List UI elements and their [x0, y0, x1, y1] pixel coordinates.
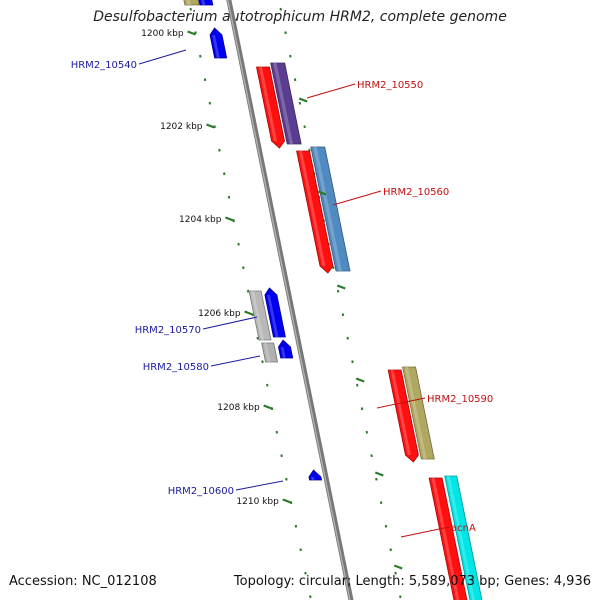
feature-hrm2-10580-body [278, 339, 294, 359]
feature-hrm2-10570 [264, 287, 286, 338]
feature-grey [261, 342, 279, 363]
feature-hrm2-10590-shine [404, 367, 427, 459]
ruler-major-tick [244, 310, 253, 316]
feature-grey [248, 290, 272, 341]
feature-cds-red [387, 369, 419, 463]
gene-labels: HRM2_10540 HRM2_10550 HRM2_10560 HRM2_10570… [71, 49, 493, 538]
ruler-major-tick [298, 97, 308, 103]
feature-cds-red [256, 66, 285, 149]
feature-hrm2-10600-shine [311, 477, 315, 480]
ruler-labels: 1200 kbp 1202 kbp 1204 kbp 1206 kbp 1208 kbp… [141, 29, 403, 570]
feature-hrm2-10590 [402, 366, 435, 460]
feature-hrm2-10600 [308, 469, 323, 481]
tick-dots [189, 7, 402, 599]
feature-acna [444, 475, 483, 600]
feature-cds-red [296, 150, 334, 274]
ruler-major-tick [187, 30, 196, 36]
ruler-label: 1210 kbp [236, 497, 279, 507]
genome-title: Desulfobacterium autotrophicum HRM2, com… [93, 9, 507, 25]
gene-label: HRM2_10550 [357, 80, 423, 91]
gene-leader-line [332, 190, 382, 206]
accession-label: Accession: NC_012108 [9, 574, 157, 589]
ruler-major-tick [374, 471, 384, 477]
feature-hrm2-10580 [278, 339, 294, 359]
feature-top-partial [183, 0, 200, 6]
gene-leader-line [138, 49, 187, 65]
ruler-major-tick [263, 404, 273, 410]
ruler-major-tick [355, 377, 365, 383]
feature-hrm2-10540-shine [212, 35, 220, 58]
ruler-major-tick [225, 216, 234, 222]
sequence-backbone [226, 0, 354, 600]
gene-label: HRM2_10560 [383, 187, 449, 198]
feature-grey-shine [251, 291, 265, 340]
ruler-major-tick [317, 190, 327, 196]
ruler-major-tick [336, 284, 346, 290]
feature-hrm2-10560-shine [313, 147, 342, 271]
backbone-line [226, 0, 354, 600]
feature-top-partial-shine [201, 0, 206, 5]
gene-leader-line [306, 83, 356, 99]
feature-hrm2-10560 [310, 146, 351, 272]
gene-leader-line [202, 316, 258, 330]
feature-hrm2-10570-shine [267, 295, 279, 337]
gene-label: HRM2_10580 [143, 362, 209, 373]
gene-label: HRM2_10570 [135, 325, 201, 336]
genome-stats: Topology: circular; Length: 5,589,073 bp… [233, 574, 591, 589]
ruler-label: 1200 kbp [141, 29, 184, 39]
ruler-major-tick [282, 498, 292, 504]
ruler-label: 1204 kbp [179, 215, 222, 225]
gene-label: HRM2_10590 [427, 394, 493, 405]
ruler-label: 1206 kbp [198, 309, 241, 319]
gene-leader-line [376, 397, 426, 409]
feature-top-partial [198, 0, 214, 6]
feature-top-partial-body [198, 0, 214, 6]
gene-label: acnA [451, 523, 476, 534]
feature-hrm2-10600-body [308, 469, 323, 481]
backbone-highlight [227, 0, 351, 600]
gene-leader-line [235, 480, 284, 491]
ruler-label: 1202 kbp [160, 122, 203, 132]
feature-cds-red-shine [298, 151, 326, 266]
feature-top-partial-body [183, 0, 200, 6]
ruler-label: 1208 kbp [217, 403, 260, 413]
feature-top-partial-shine [186, 0, 191, 5]
feature-hrm2-10550-shine [273, 63, 294, 144]
gene-features [183, 0, 483, 600]
gene-leader-line [210, 355, 261, 367]
feature-cds-red-shine [390, 370, 411, 455]
feature-cds-red-shine [431, 478, 460, 600]
feature-hrm2-10580-shine [280, 347, 286, 358]
gene-label: HRM2_10540 [71, 60, 137, 71]
feature-cds-red [428, 477, 468, 600]
feature-hrm2-10550 [270, 62, 302, 145]
gene-label: HRM2_10600 [168, 486, 234, 497]
feature-acna-shine [446, 476, 476, 600]
feature-hrm2-10540 [209, 27, 228, 59]
ruler-major-tick [393, 564, 403, 570]
feature-grey-shine [263, 343, 271, 362]
ruler-major-tick [206, 123, 215, 129]
feature-cds-red-shine [258, 67, 278, 141]
gene-leader-line [400, 526, 450, 538]
